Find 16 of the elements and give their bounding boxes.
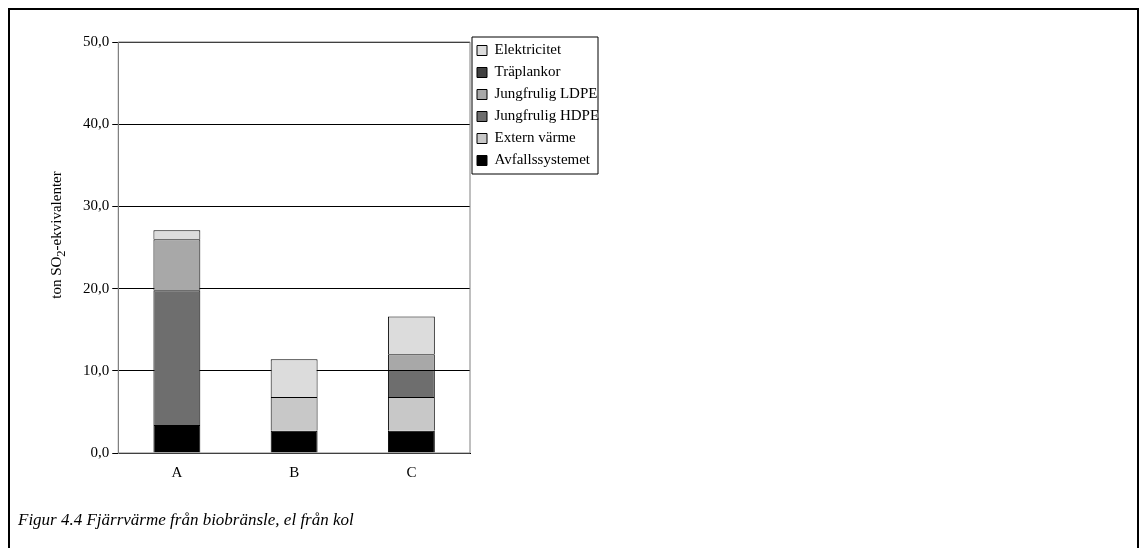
legend-label: Jungfrulig LDPE xyxy=(494,85,598,102)
x-tick-label: C xyxy=(406,463,417,480)
y-tick-label: 50,0 xyxy=(83,32,110,49)
x-tick-label: A xyxy=(171,463,183,480)
text: Figur 4.4 Fjärrvärme från biobränsle, el från kol xyxy=(18,510,354,530)
legend-label: Jungfrulig HDPE xyxy=(494,107,600,124)
legend-label: Träplankor xyxy=(494,63,561,80)
y-tick-label: 20,0 xyxy=(83,279,110,296)
legend-label: Avfallssystemet xyxy=(494,151,591,168)
legend-label: Elektricitet xyxy=(494,41,562,58)
y-tick-label: 10,0 xyxy=(83,361,110,378)
legend-label: Extern värme xyxy=(494,129,577,146)
y-tick-label: 40,0 xyxy=(83,115,110,132)
y-tick-label: 30,0 xyxy=(83,197,110,214)
y-tick-label: 0,0 xyxy=(90,443,110,460)
x-tick-label: B xyxy=(289,463,300,480)
